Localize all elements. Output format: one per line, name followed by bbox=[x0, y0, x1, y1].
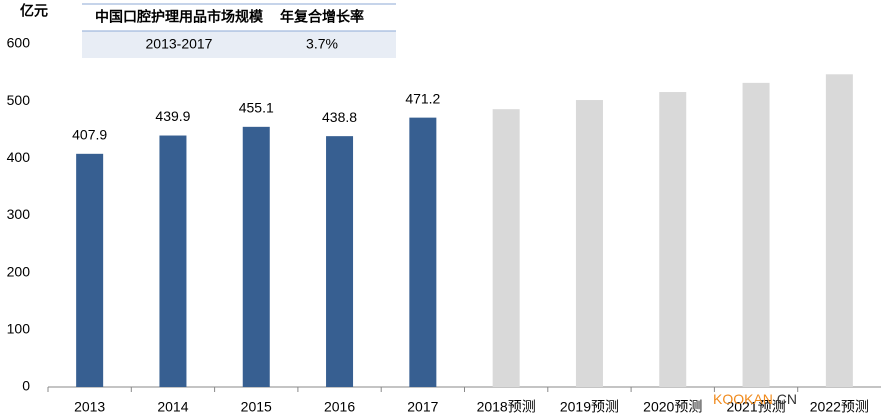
data-label: 471.2 bbox=[405, 90, 440, 106]
bar bbox=[326, 136, 354, 387]
data-label: 439.9 bbox=[155, 108, 190, 124]
y-tick-label: 100 bbox=[7, 321, 31, 337]
table-cell: 3.7% bbox=[306, 36, 338, 52]
y-tick-label: 400 bbox=[7, 149, 31, 165]
x-tick-label: 2019预测 bbox=[560, 399, 619, 415]
table-header: 年复合增长率 bbox=[280, 9, 364, 25]
x-tick-label: 2022预测 bbox=[810, 399, 869, 415]
table-header-bg bbox=[82, 4, 396, 31]
table-cell: 2013-2017 bbox=[146, 36, 213, 52]
watermark-part: .CN bbox=[773, 391, 797, 407]
bar bbox=[76, 153, 104, 387]
bar bbox=[575, 100, 603, 388]
y-unit: 亿元 bbox=[20, 3, 48, 19]
bar bbox=[825, 74, 853, 387]
x-tick-label: 2014 bbox=[157, 399, 188, 415]
y-tick-label: 300 bbox=[7, 206, 31, 222]
data-label: 455.1 bbox=[239, 100, 274, 116]
data-label: 438.8 bbox=[322, 109, 357, 125]
x-tick-label: 2016 bbox=[324, 399, 355, 415]
x-tick-label: 2020预测 bbox=[643, 399, 702, 415]
y-tick-label: 0 bbox=[22, 378, 30, 394]
x-tick-label: 2021预测 bbox=[726, 399, 785, 415]
bar bbox=[159, 135, 187, 387]
bar bbox=[492, 109, 520, 388]
x-tick-label: 2017 bbox=[407, 399, 438, 415]
y-tick-label: 500 bbox=[7, 92, 31, 108]
watermark: KOOKAN.CN bbox=[713, 391, 797, 407]
data-label: 407.9 bbox=[72, 127, 107, 143]
watermark-part: KOOKAN bbox=[713, 391, 773, 407]
bar bbox=[742, 82, 770, 387]
bar bbox=[242, 126, 270, 387]
x-tick-label: 2018预测 bbox=[477, 399, 536, 415]
y-tick-label: 600 bbox=[7, 35, 31, 51]
table-header: 中国口腔护理用品市场规模 bbox=[95, 9, 264, 25]
x-tick-label: 2013 bbox=[74, 399, 105, 415]
bar bbox=[409, 117, 437, 387]
x-tick-label: 2015 bbox=[241, 399, 272, 415]
bar bbox=[659, 92, 687, 388]
table-row-bg bbox=[82, 31, 396, 58]
y-tick-label: 200 bbox=[7, 263, 31, 279]
